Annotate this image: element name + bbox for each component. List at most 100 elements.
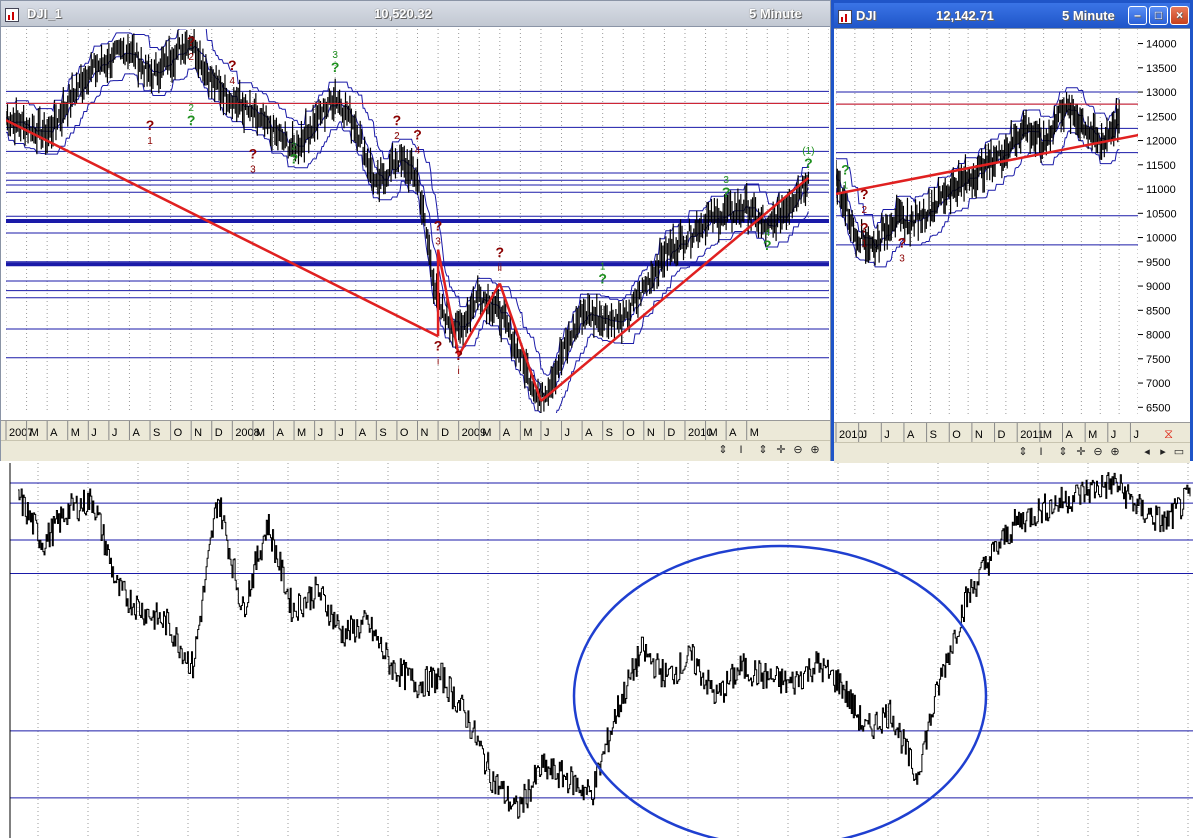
left-chart-window: DJI_1 10,520.32 5 Minute ? 1? 2? 3? 4? 2? 4? 3?… [0,0,831,461]
y-tick-label: 13000 [1146,87,1177,99]
crosshair-icon[interactable]: ✛ [776,444,786,456]
x-tick-label: O [400,427,409,439]
close-button[interactable]: × [1170,6,1189,25]
y-tick-label: 11000 [1146,184,1176,196]
x-tick-label: M [482,427,491,439]
refresh-icon[interactable]: ⇕ [1018,446,1028,458]
x-tick-label: S [153,427,160,439]
wave-count: 2 [188,52,194,63]
cursor-icon[interactable]: I [1039,446,1043,458]
indicator-line [18,472,1191,819]
wave-count: 3 [250,165,256,176]
x-tick-label: S [606,427,613,439]
x-tick-label: M [1043,429,1052,441]
scroll-right-icon[interactable]: ▸ [1160,446,1166,458]
wave-count: 3 [332,50,338,61]
trend-line [498,282,543,402]
lower-band [836,129,1120,268]
right-interval: 5 Minute [1062,8,1115,23]
y-tick-label: 8000 [1146,330,1170,342]
minimize-button[interactable]: – [1128,6,1147,25]
wave-label: ? [454,347,463,363]
right-title-bar[interactable]: DJI 12,142.71 5 Minute – □ × [834,3,1190,29]
x-tick-label: J [884,429,890,441]
wave-label: ? [496,244,505,260]
wave-label: ? [763,237,772,253]
x-tick-label: 2007 [9,427,33,439]
trend-line [836,133,1138,196]
alert-icon: ⧖ [1164,426,1173,441]
wave-count: 4 [764,228,770,239]
x-tick-label: M [30,427,39,439]
wave-count: 1 [862,239,868,250]
y-tick-label: 7500 [1146,354,1170,366]
wave-label: ? [434,218,443,234]
scroll-left-icon[interactable]: ◂ [1144,446,1150,458]
zoom-out-icon[interactable]: ⊖ [793,444,803,456]
x-tick-label: N [647,427,655,439]
x-tick-label: 2010 [839,429,863,441]
highlight-ellipse [572,544,988,838]
wave-label: ? [722,184,731,200]
x-tick-label: D [215,427,223,439]
x-tick-label: D [441,427,449,439]
x-tick-label: D [667,427,675,439]
y-tick-label: 11500 [1146,160,1176,172]
wave-label: ? [860,220,869,236]
right-chart-window: DJI 12,142.71 5 Minute – □ × ? 1? 2? 3? 1 14… [831,0,1193,463]
cursor-icon[interactable]: I [739,444,743,456]
x-tick-label: 2010 [688,427,712,439]
y-tick-label: 9500 [1146,257,1170,269]
x-tick-label: O [952,429,961,441]
x-tick-label: A [50,427,58,439]
zoom-in-icon[interactable]: ⊕ [1110,446,1120,458]
y-tick-label: 10000 [1146,233,1177,245]
x-tick-label: J [565,427,571,439]
y-tick-label: 10500 [1146,208,1177,220]
x-tick-label: M [523,427,532,439]
y-tick-label: 8500 [1146,305,1170,317]
wave-count: 1 [600,261,606,272]
x-tick-label: A [359,427,367,439]
left-price: 10,520.32 [374,6,432,21]
x-tick-label: M [750,427,759,439]
refresh-icon[interactable]: ⇕ [718,444,728,456]
wave-label: ? [146,117,155,133]
x-tick-label: J [318,427,324,439]
x-tick-label: 2011 [1020,429,1044,441]
zoom-out-icon[interactable]: ⊖ [1093,446,1103,458]
y-tick-label: 12500 [1146,111,1177,123]
left-title-bar[interactable]: DJI_1 10,520.32 5 Minute [1,1,830,27]
x-tick-label: J [1133,429,1139,441]
x-tick-label: O [626,427,635,439]
left-price-chart[interactable]: ?1?2?3?4?2 ?4?3?i ?i?ii?2?3?2?1?3?4?(1) [6,29,829,413]
zoom-in-icon[interactable]: ⊕ [810,444,820,456]
wave-count: 2 [188,103,194,114]
wave-count: 4 [415,145,421,156]
x-tick-label: J [112,427,118,439]
x-tick-label: M [297,427,306,439]
crosshair-icon[interactable]: ✛ [1076,446,1086,458]
x-tick-label: J [338,427,344,439]
maximize-button[interactable]: □ [1149,6,1168,25]
x-tick-label: M [71,427,80,439]
y-tick-label: 9000 [1146,281,1170,293]
lower-band [6,67,809,413]
panel-icon[interactable]: ▭ [1173,446,1185,458]
x-tick-label: A [132,427,140,439]
chart-window-icon [838,10,852,24]
right-price-chart[interactable]: ? 1? 2? 3? 1 [836,29,1138,417]
x-tick-label: S [930,429,937,441]
x-tick-label: A [1066,429,1074,441]
x-tick-label: J [544,427,550,439]
x-tick-label: J [1111,429,1117,441]
wave-count: ii [498,263,502,274]
indicator-panel[interactable] [0,463,1193,838]
wave-label: ? [841,162,850,178]
x-tick-label: O [174,427,183,439]
scale-icon[interactable]: ⇕ [758,444,768,456]
x-tick-label: M [709,427,718,439]
scale-icon[interactable]: ⇕ [1058,446,1068,458]
x-tick-label: 2008 [235,427,259,439]
trend-line [436,249,460,356]
